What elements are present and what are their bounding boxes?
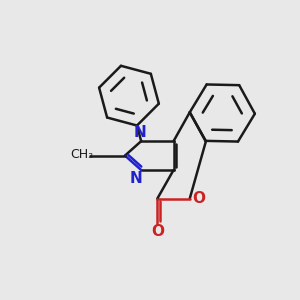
Text: N: N xyxy=(133,125,146,140)
Text: N: N xyxy=(130,171,142,186)
Text: O: O xyxy=(192,191,205,206)
Text: O: O xyxy=(151,224,164,239)
Text: CH₃: CH₃ xyxy=(71,148,94,160)
